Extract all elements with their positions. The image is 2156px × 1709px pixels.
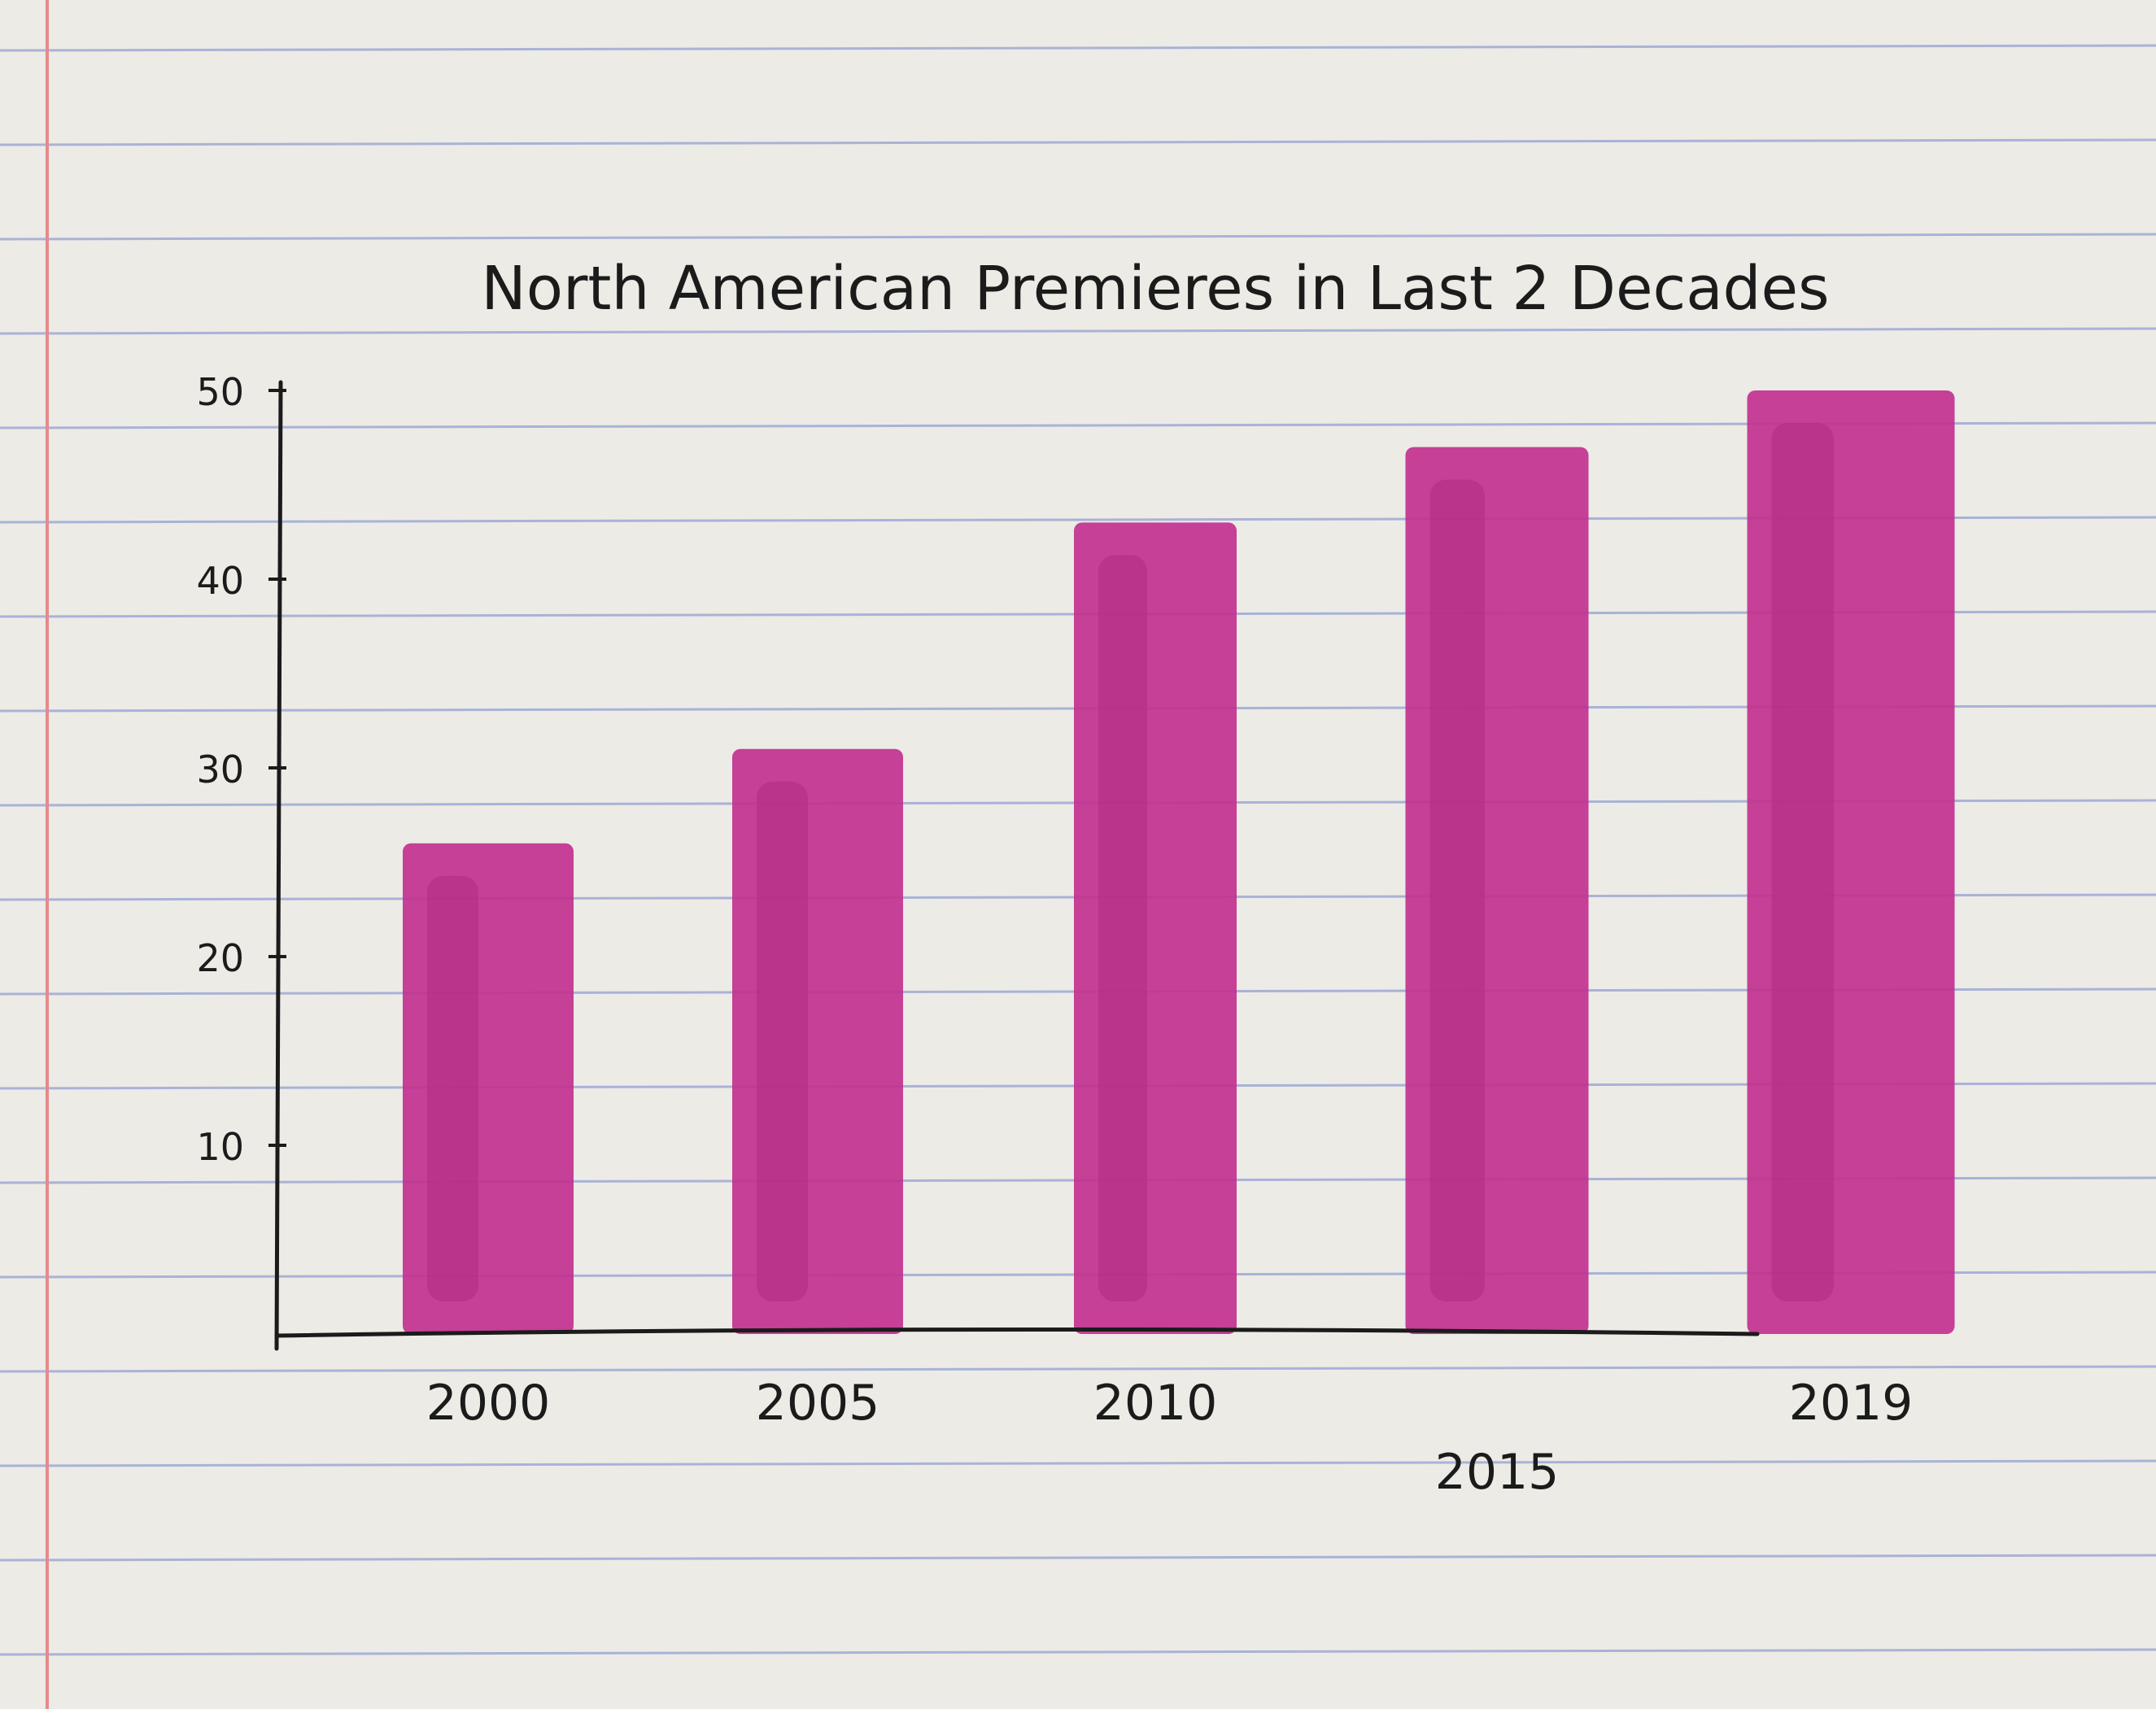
x-tick-label: 2015 xyxy=(1435,1444,1560,1501)
bar-texture-2005 xyxy=(757,781,808,1301)
bar-texture-2019 xyxy=(1771,423,1834,1301)
rule-line xyxy=(0,1648,2156,1656)
bar-2015 xyxy=(1405,447,1589,1334)
chart-title: North American Premieres in Last 2 Decad… xyxy=(481,254,1829,324)
bar-2010 xyxy=(1074,522,1237,1334)
rule-line xyxy=(0,233,2156,241)
bar-texture-2010 xyxy=(1098,555,1147,1301)
bar-2000 xyxy=(403,843,574,1334)
rule-line xyxy=(0,1365,2156,1373)
y-tick-label: 10 xyxy=(196,1125,244,1169)
y-tick-label: 40 xyxy=(196,559,244,603)
rule-line xyxy=(0,1554,2156,1562)
y-tick-label: 50 xyxy=(196,370,244,414)
bar-texture-2015 xyxy=(1429,479,1485,1301)
x-tick-label: 2005 xyxy=(756,1375,880,1432)
y-tick-label: 20 xyxy=(196,936,244,980)
x-axis-line xyxy=(274,1327,1760,1338)
y-tick-label: 30 xyxy=(196,748,244,791)
bar-texture-2000 xyxy=(427,875,478,1301)
rule-line xyxy=(0,138,2156,146)
x-tick-label: 2019 xyxy=(1789,1375,1914,1432)
rule-line xyxy=(0,1459,2156,1467)
bar-2019 xyxy=(1747,390,1955,1334)
x-tick-label: 2000 xyxy=(426,1375,551,1432)
rule-line xyxy=(0,44,2156,52)
rule-line xyxy=(0,327,2156,335)
x-tick-label: 2010 xyxy=(1093,1375,1218,1432)
bar-2005 xyxy=(732,748,903,1334)
y-axis-line xyxy=(274,380,283,1351)
